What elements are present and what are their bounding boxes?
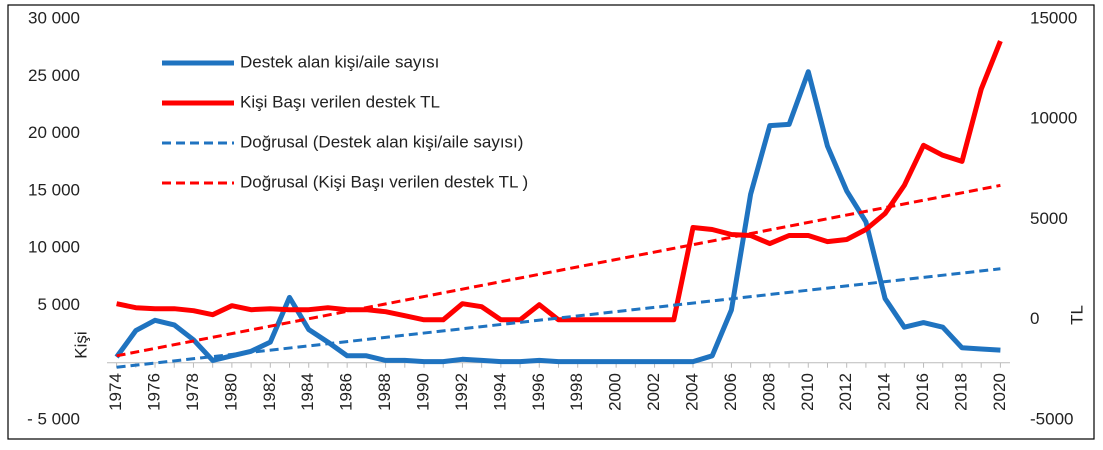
x-tick-label: 1998	[567, 373, 586, 411]
y-tick-label: 15 000	[28, 180, 80, 199]
x-tick-label: 1990	[413, 373, 432, 411]
y-tick-label: - 5 000	[27, 409, 80, 428]
x-tick-label: 1986	[337, 373, 356, 411]
trend-line	[116, 267, 1001, 369]
x-tick-label: 1982	[260, 373, 279, 411]
x-tick-label: 2008	[759, 373, 778, 411]
x-tick-label: 2000	[606, 373, 625, 411]
x-tick-label: 2006	[721, 373, 740, 411]
y-tick-label: 30 000	[28, 8, 80, 27]
y2-axis-label: TL	[1067, 305, 1086, 325]
x-tick-label: 1996	[529, 373, 548, 411]
x-tick-label: 2002	[644, 373, 663, 411]
y-axis-label: Kişi	[71, 331, 90, 358]
x-tick-label: 1992	[452, 373, 471, 411]
legend-label: Doğrusal (Destek alan kişi/aile sayısı)	[240, 132, 523, 151]
legend-label: Destek alan kişi/aile sayısı	[240, 52, 439, 71]
x-tick-label: 2012	[836, 373, 855, 411]
legend-label: Doğrusal (Kişi Başı verilen destek TL )	[240, 172, 528, 191]
y2-tick-label: 5000	[1030, 209, 1068, 228]
chart-frame	[7, 4, 1095, 440]
x-tick-label: 2018	[951, 373, 970, 411]
y-tick-label: 10 000	[28, 238, 80, 257]
legend-label: Kişi Başı verilen destek TL	[240, 92, 440, 111]
x-tick-label: 2004	[682, 373, 701, 411]
y2-tick-label: 15000	[1030, 8, 1077, 27]
y-tick-label: 5 000	[37, 295, 80, 314]
x-tick-label: 2020	[990, 373, 1009, 411]
x-tick-label: 2016	[913, 373, 932, 411]
x-tick-label: 2010	[798, 373, 817, 411]
y2-tick-label: 0	[1030, 309, 1039, 328]
x-tick-label: 1978	[183, 373, 202, 411]
x-tick-label: 1994	[490, 373, 509, 411]
trend-line	[116, 183, 1001, 358]
series-line	[116, 40, 1003, 323]
y-tick-label: 20 000	[28, 123, 80, 142]
y2-tick-label: 10000	[1030, 109, 1077, 128]
y-tick-label: 25 000	[28, 66, 80, 85]
x-tick-label: 1988	[375, 373, 394, 411]
y2-tick-label: -5000	[1030, 409, 1073, 428]
x-tick-label: 1976	[145, 373, 164, 411]
x-tick-label: 1980	[221, 373, 240, 411]
series-line	[114, 69, 1001, 365]
x-tick-label: 1984	[298, 373, 317, 411]
x-tick-label: 1974	[106, 373, 125, 411]
x-tick-label: 2014	[875, 373, 894, 411]
